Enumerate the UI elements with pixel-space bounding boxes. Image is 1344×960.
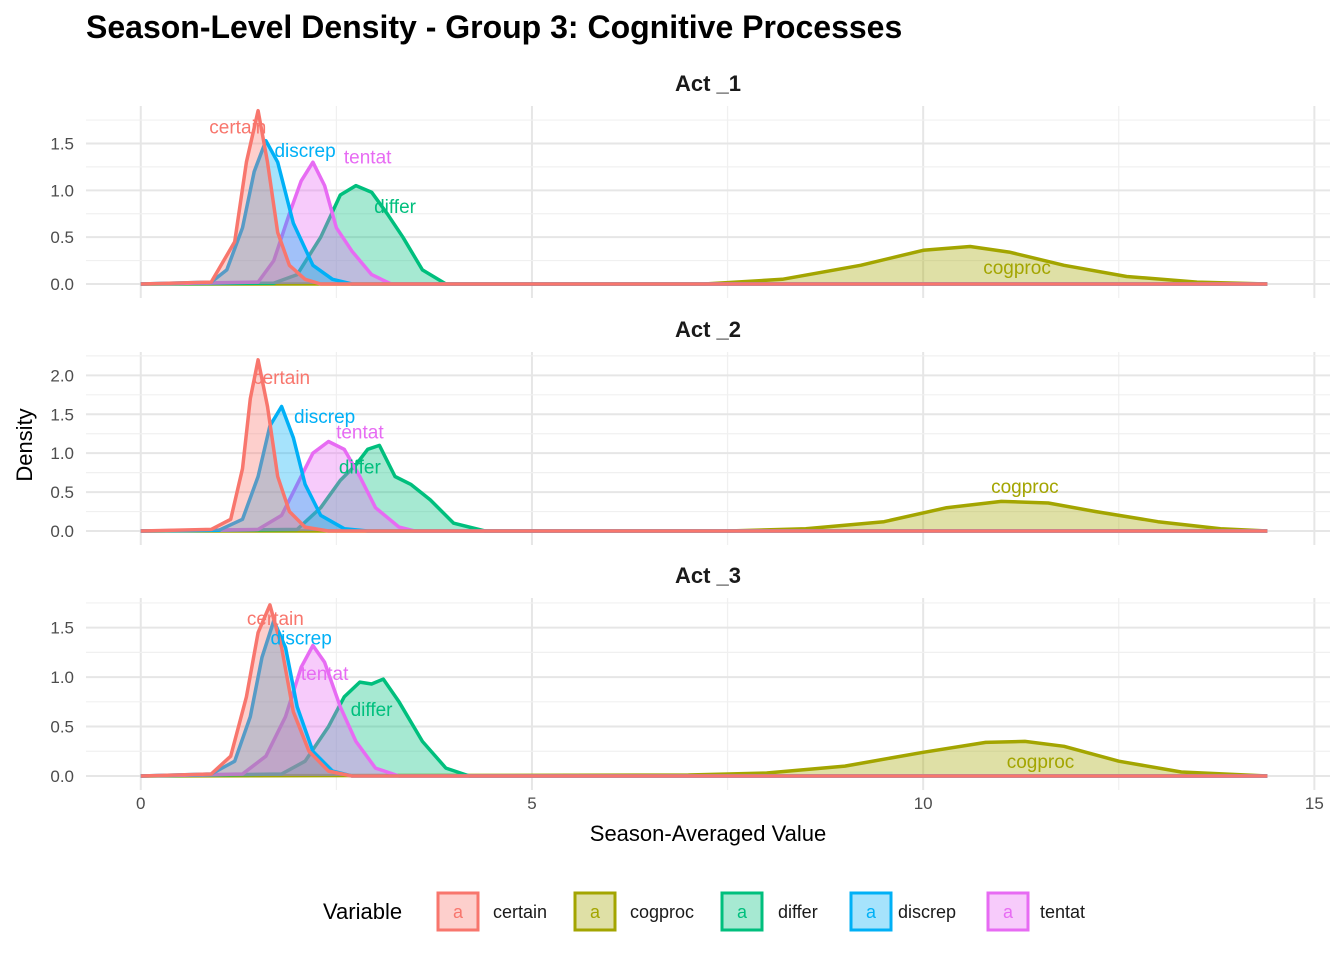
legend-label-differ: differ [778, 902, 818, 922]
density-line-cogproc [140, 739, 1268, 778]
y-tick-label: 1.0 [50, 181, 74, 200]
x-tick-label: 15 [1305, 794, 1324, 813]
legend-key-differ [720, 891, 764, 932]
x-axis: 0 5 10 15 [136, 794, 1324, 813]
density-area-certain [140, 110, 1268, 284]
series-label-certain: certain [247, 609, 304, 630]
density-line-certain [140, 358, 1268, 533]
density-line-tentat [140, 643, 1268, 778]
legend-key-letter: a [737, 902, 748, 922]
series-label-discrep: discrep [271, 629, 332, 650]
series-label-discrep: discrep [274, 141, 335, 162]
y-tick-label: 0.5 [50, 228, 74, 247]
density-line-differ [140, 183, 1268, 286]
density-line-certain [140, 603, 1268, 778]
density-area-differ [140, 679, 1268, 776]
density-line-discrep [140, 138, 1268, 286]
legend-key-certain [436, 891, 480, 932]
y-tick-label: 0.5 [50, 483, 74, 502]
facet-strip-label: Act _1 [675, 71, 741, 96]
facet-strip-label: Act _2 [675, 317, 741, 342]
legend-label-discrep: discrep [898, 902, 956, 922]
facet-panel: Act _1 0.0 0.5 1.0 1.5 certain discrep tentat di… [50, 71, 1330, 298]
density-line-discrep [140, 404, 1268, 533]
legend-key-letter: a [1003, 902, 1014, 922]
chart-title: Season-Level Density - Group 3: Cognitiv… [86, 9, 902, 45]
series-label-cogproc: cogproc [983, 258, 1051, 279]
legend-key-cogproc [573, 891, 617, 932]
density-area-differ [140, 445, 1268, 531]
y-tick-label: 1.5 [50, 134, 74, 153]
y-tick-label: 0.0 [50, 767, 74, 786]
density-area-certain [140, 359, 1268, 531]
density-line-tentat [140, 439, 1268, 533]
y-tick-label: 1.5 [50, 405, 74, 424]
series-label-tentat: tentat [344, 148, 392, 169]
y-tick-label: 0.5 [50, 718, 74, 737]
y-tick-label: 0.0 [50, 275, 74, 294]
density-area-cogproc [140, 501, 1268, 531]
density-line-cogproc [140, 244, 1268, 286]
series-label-discrep: discrep [294, 407, 355, 428]
y-tick-label: 1.5 [50, 619, 74, 638]
legend-key-tentat [986, 891, 1030, 932]
x-tick-label: 0 [136, 794, 145, 813]
density-area-discrep [140, 406, 1268, 531]
series-label-tentat: tentat [301, 664, 349, 685]
density-area-cogproc [140, 741, 1268, 776]
density-line-tentat [140, 160, 1268, 286]
series-label-differ: differ [351, 700, 394, 721]
density-line-certain [140, 108, 1268, 286]
x-tick-label: 10 [914, 794, 933, 813]
series-label-cogproc: cogproc [991, 477, 1059, 498]
facet-panel: Act _2 0.0 0.5 1.0 1.5 2.0 certain discreptenta… [50, 317, 1330, 545]
series-label-tentat: tentat [336, 422, 384, 443]
density-area-differ [140, 185, 1268, 284]
density-area-cogproc [140, 246, 1268, 284]
series-label-differ: differ [374, 197, 417, 218]
x-tick-label: 5 [527, 794, 536, 813]
series-label-certain: certain [253, 368, 310, 389]
legend-key-letter: a [590, 902, 601, 922]
density-area-discrep [140, 140, 1268, 284]
facet-strip-label: Act _3 [675, 563, 741, 588]
y-tick-label: 1.0 [50, 668, 74, 687]
y-tick-label: 1.0 [50, 444, 74, 463]
series-label-certain: certain [209, 118, 266, 139]
legend-label-tentat: tentat [1040, 902, 1085, 922]
legend-key-letter: a [453, 902, 464, 922]
density-area-discrep [140, 620, 1268, 776]
y-tick-label: 2.0 [50, 366, 74, 385]
x-axis-title: Season-Averaged Value [590, 821, 826, 846]
legend: Variable a certain a cogproc a differ a discrep… [323, 891, 1085, 932]
legend-label-certain: certain [493, 902, 547, 922]
density-line-differ [140, 677, 1268, 778]
density-area-certain [140, 604, 1268, 776]
legend-title: Variable [323, 899, 402, 924]
density-line-differ [140, 443, 1268, 533]
legend-label-cogproc: cogproc [630, 902, 694, 922]
legend-key-letter: a [866, 902, 877, 922]
y-tick-label: 0.0 [50, 522, 74, 541]
series-label-cogproc: cogproc [1007, 752, 1075, 773]
legend-key-discrep [849, 891, 893, 932]
series-label-differ: differ [339, 457, 382, 478]
y-axis-title: Density [12, 408, 37, 481]
